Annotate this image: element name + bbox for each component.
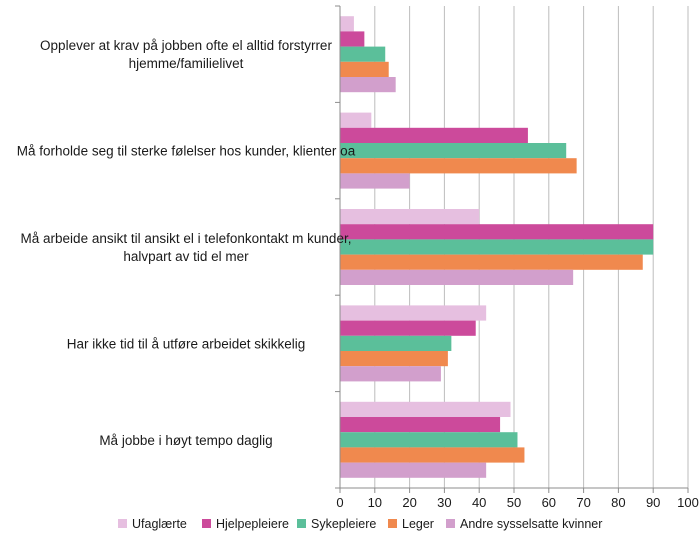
category-label-line: Opplever at krav på jobben ofte el allti… [40,38,332,53]
category-label: Må forholde seg til sterke følelser hos … [17,144,356,159]
x-tick-label: 20 [402,495,416,510]
x-tick-label: 90 [646,495,660,510]
bar [340,462,487,478]
x-tick-label: 60 [542,495,556,510]
x-tick-label: 50 [507,495,521,510]
bar [340,173,410,189]
bar [340,143,567,159]
legend-label: Ufaglærte [132,517,187,531]
bar [340,366,441,382]
category-label-line: Må arbeide ansikt til ansikt el i telefo… [21,231,352,246]
bar [340,127,528,143]
tick-labels: 0 10 20 30 40 50 60 70 80 90 100 [336,495,698,510]
bar [340,112,372,128]
category-label-line: halvpart av tid el mer [123,249,249,264]
x-tick-label: 100 [677,495,699,510]
legend-swatch [446,519,455,528]
bar [340,46,386,62]
bar [340,320,476,336]
category-label-line: Må forholde seg til sterke følelser hos … [17,144,356,159]
bars [340,16,654,478]
category-label-line: Har ikke tid til å utføre arbeidet skikk… [67,336,306,351]
x-tick-label: 80 [611,495,625,510]
bar [340,158,577,174]
category-label: Har ikke tid til å utføre arbeidet skikk… [67,336,306,351]
bar [340,31,365,47]
category-label-line: Må jobbe i høyt tempo daglig [99,433,272,448]
legend-label: Hjelpepleiere [216,517,289,531]
category-label: Opplever at krav på jobben ofte el allti… [40,38,332,71]
bar [340,335,452,351]
bar [340,432,518,448]
bar [340,269,574,285]
legend-label: Leger [402,517,434,531]
legend-label: Sykepleiere [311,517,376,531]
bar [340,61,389,77]
bar [340,254,643,270]
category-label: Må arbeide ansikt til ansikt el i telefo… [21,231,352,264]
category-labels: Opplever at krav på jobben ofte el allti… [17,38,356,448]
bar [340,77,396,93]
category-label: Må jobbe i høyt tempo daglig [99,433,272,448]
bar [340,417,501,433]
legend: Ufaglærte Hjelpepleiere Sykepleiere Leger An… [118,517,602,531]
bar [340,351,448,367]
legend-swatch [297,519,306,528]
x-tick-label: 0 [336,495,343,510]
legend-swatch [388,519,397,528]
bar [340,209,480,225]
category-label-line: hjemme/familielivet [129,56,244,71]
x-tick-label: 30 [437,495,451,510]
bar [340,447,525,463]
bar [340,305,487,321]
legend-swatch [118,519,127,528]
bar [340,239,654,255]
x-tick-label: 40 [472,495,486,510]
legend-label: Andre sysselsatte kvinner [460,517,602,531]
x-tick-label: 70 [576,495,590,510]
bar [340,16,354,32]
bar [340,401,511,417]
axes [335,5,689,493]
legend-swatch [202,519,211,528]
x-tick-label: 10 [368,495,382,510]
bar [340,224,654,240]
